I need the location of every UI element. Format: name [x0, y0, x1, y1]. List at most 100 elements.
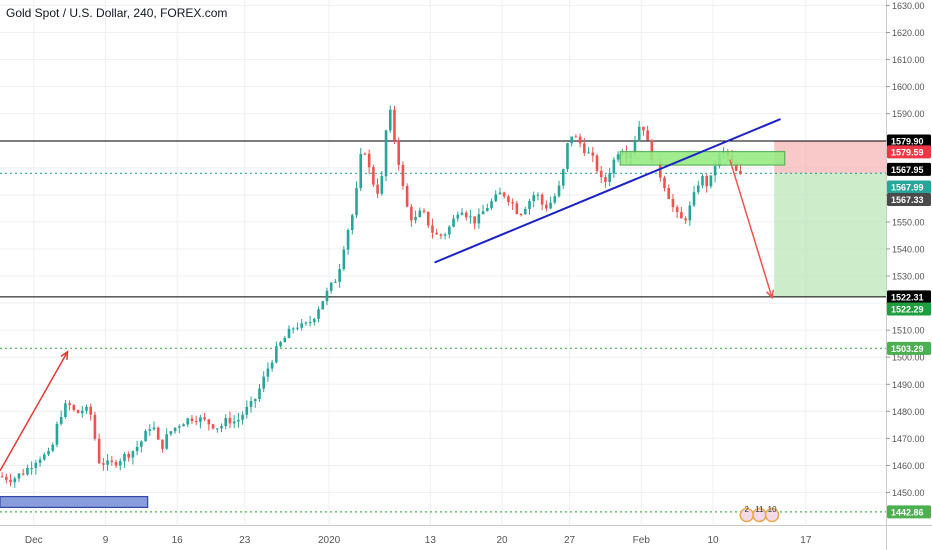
candle-body	[144, 430, 147, 442]
candle-body	[64, 403, 67, 418]
candle-body	[228, 417, 232, 424]
price-tick-label: 1500.00	[892, 353, 925, 363]
time-tick-label: Feb	[633, 535, 651, 546]
candle-body	[705, 176, 708, 187]
candle-body	[283, 338, 287, 343]
candle-body	[460, 212, 464, 215]
candle-body	[93, 414, 97, 439]
candle-body	[161, 439, 164, 449]
price-label-bg	[887, 302, 931, 316]
candle-body	[26, 468, 29, 475]
candle-body	[587, 152, 590, 154]
candle-body	[502, 192, 506, 197]
candle-body	[262, 376, 265, 389]
candle-body	[313, 318, 316, 323]
price-tick-label: 1600.00	[892, 82, 925, 92]
price-label: 1567.95	[891, 165, 924, 175]
price-tick-label: 1530.00	[892, 272, 925, 282]
candle-body	[68, 403, 71, 406]
candle-body	[599, 170, 603, 178]
zone-layer	[774, 140, 886, 297]
price-tick-label: 1630.00	[892, 1, 925, 11]
candle-body	[397, 140, 400, 165]
event-markers[interactable]: 2 11 10	[739, 505, 780, 523]
candle-body	[401, 164, 405, 186]
price-label: 1567.99	[891, 182, 924, 192]
candle-body	[616, 154, 620, 160]
candle-body	[59, 417, 63, 424]
price-label-bg	[887, 505, 931, 519]
price-axis[interactable]: 1450.00 1460.00 1470.00 1480.00 1490.00 1500.…	[886, 0, 932, 550]
candle-body	[604, 177, 607, 183]
candle-body	[536, 194, 540, 196]
candle-body	[486, 207, 489, 212]
candle-body	[38, 459, 42, 463]
time-tick-label: 27	[564, 535, 576, 546]
candle-body	[186, 418, 190, 425]
candle-body	[523, 209, 527, 215]
take-profit-zone	[774, 173, 886, 297]
candle-body	[692, 192, 696, 206]
candle-body	[245, 406, 249, 415]
candle-body	[448, 226, 451, 235]
price-label: 1579.59	[891, 147, 924, 157]
candle-body	[296, 327, 299, 329]
candle-body	[574, 136, 578, 138]
candle-body	[405, 185, 409, 207]
candle-body	[595, 155, 599, 171]
candle-body	[359, 153, 363, 189]
candle-body	[304, 322, 308, 324]
candle-body	[72, 405, 76, 411]
price-label: 1567.33	[891, 195, 924, 205]
candle-body	[266, 368, 270, 377]
event-flag-count: 11	[755, 505, 764, 514]
grid-layer	[0, 0, 886, 525]
price-tick-label: 1610.00	[892, 55, 925, 65]
candle-body	[473, 216, 476, 224]
candle-body	[127, 453, 130, 458]
up-arrow	[0, 351, 69, 472]
candle-body	[220, 426, 223, 429]
candle-body	[165, 434, 168, 449]
price-label: 1442.86	[891, 507, 924, 517]
price-label-bg	[887, 145, 931, 159]
candle-body	[418, 210, 422, 218]
stop-loss-zone	[774, 140, 886, 174]
candle-body	[519, 213, 523, 215]
candle-body	[667, 187, 671, 200]
candle-body	[102, 463, 105, 465]
candle-body	[350, 215, 354, 231]
candle-body	[452, 218, 455, 227]
price-axis-bg	[886, 0, 932, 550]
candle-body	[211, 424, 215, 429]
candle-body	[388, 109, 392, 131]
candle-body	[553, 196, 557, 203]
candle-body	[135, 446, 139, 452]
candle-body	[734, 163, 738, 171]
candle-body	[439, 234, 443, 236]
price-label-bg	[887, 341, 931, 355]
candle-body	[80, 410, 84, 414]
candle-body	[456, 214, 460, 219]
candle-body	[131, 451, 135, 458]
candle-body	[739, 170, 742, 175]
candle-body	[680, 211, 683, 219]
candle-body	[249, 401, 253, 407]
candle-body	[123, 453, 126, 462]
candle-body	[182, 424, 185, 427]
candle-body	[583, 143, 586, 154]
price-label-bg	[887, 134, 931, 148]
candle-body	[642, 126, 645, 131]
candle-body	[85, 406, 88, 411]
candle-body	[591, 152, 595, 156]
candle-body	[55, 423, 59, 445]
candle-body	[9, 479, 12, 483]
candle-body	[549, 202, 552, 209]
candle-body	[507, 196, 510, 203]
time-axis[interactable]: Dec 9 16 23 2020 13 20 27 Feb 10 17	[0, 525, 932, 550]
candle-body	[443, 234, 447, 236]
price-tick-label: 1590.00	[892, 109, 925, 119]
candle-body	[464, 212, 468, 218]
